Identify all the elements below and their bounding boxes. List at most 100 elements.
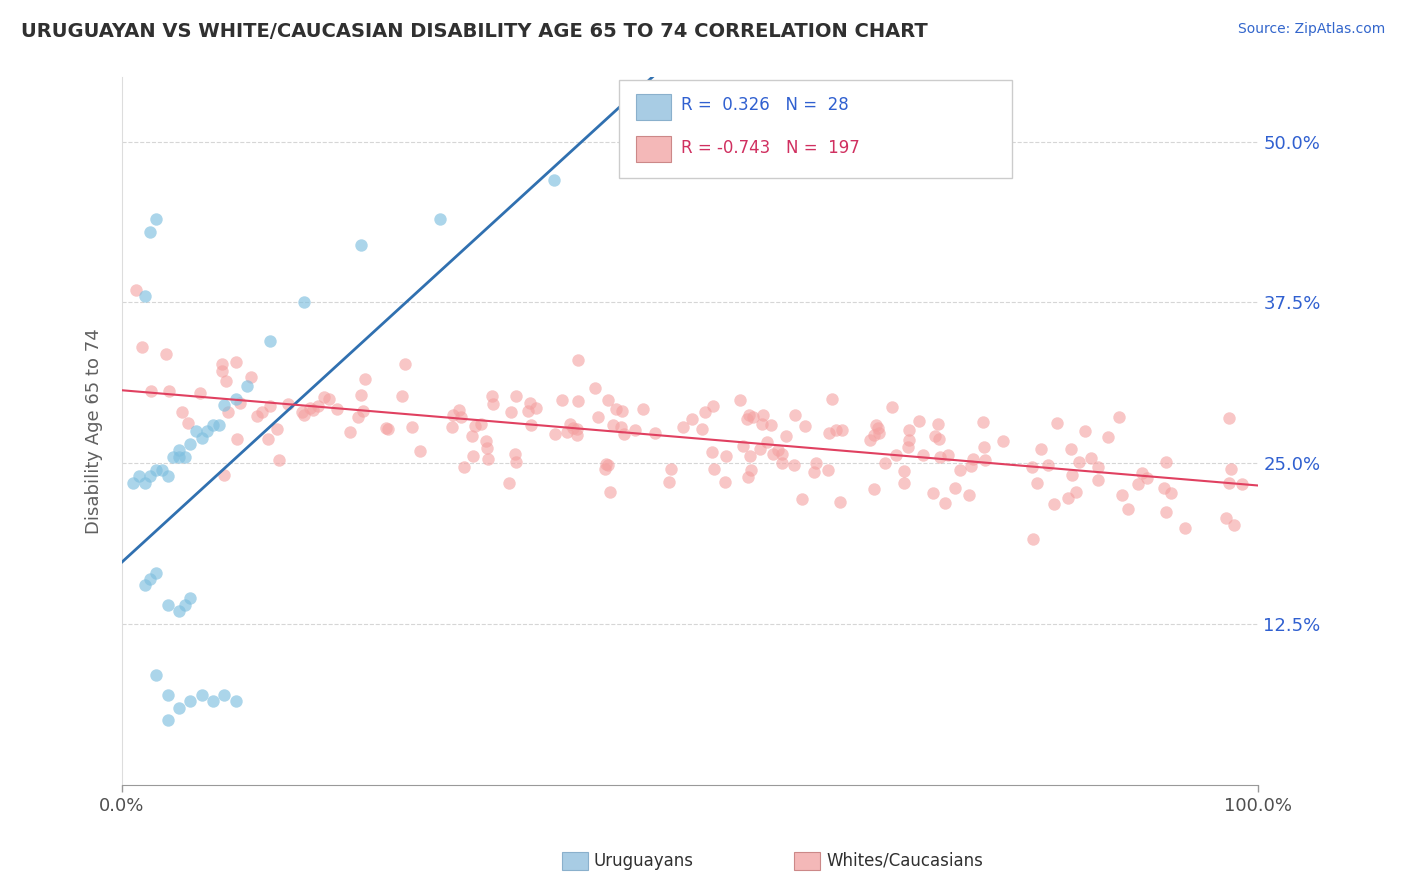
Point <box>1218 476 1240 491</box>
Point <box>551 392 574 407</box>
Point <box>277 397 299 411</box>
Point <box>167 604 190 618</box>
Point <box>868 426 890 441</box>
Point <box>375 421 398 435</box>
Point <box>543 173 565 187</box>
Point <box>184 424 207 438</box>
Point <box>125 283 148 297</box>
Point <box>1022 533 1045 547</box>
Point <box>134 475 156 490</box>
Point <box>544 427 567 442</box>
Point <box>610 404 633 418</box>
Point <box>803 465 825 479</box>
Point <box>128 469 150 483</box>
Point <box>599 484 621 499</box>
Point <box>907 414 929 428</box>
Point <box>1069 455 1091 469</box>
Point <box>751 417 773 431</box>
Point <box>190 688 212 702</box>
Point <box>794 419 817 434</box>
Point <box>1230 476 1253 491</box>
Y-axis label: Disability Age 65 to 74: Disability Age 65 to 74 <box>86 328 103 534</box>
Point <box>470 417 492 432</box>
Point <box>179 694 201 708</box>
Point <box>211 357 233 371</box>
Point <box>605 402 627 417</box>
Point <box>818 426 841 441</box>
Point <box>208 417 231 432</box>
Point <box>524 401 547 415</box>
Point <box>748 442 770 457</box>
Point <box>1080 451 1102 466</box>
Point <box>156 598 179 612</box>
Point <box>122 475 145 490</box>
Point <box>307 399 329 413</box>
Point <box>863 428 886 442</box>
Point <box>586 409 609 424</box>
Point <box>325 401 347 416</box>
Point <box>934 496 956 510</box>
Point <box>1218 411 1240 425</box>
Point <box>259 399 281 413</box>
Point <box>217 405 239 419</box>
Point <box>481 388 503 402</box>
Point <box>770 447 793 461</box>
Point <box>156 714 179 728</box>
Point <box>624 423 647 437</box>
Point <box>565 428 588 442</box>
Point <box>943 481 966 495</box>
Point <box>215 374 238 388</box>
Point <box>756 435 779 450</box>
Point <box>1160 485 1182 500</box>
Text: Whites/Caucasians: Whites/Caucasians <box>827 852 984 870</box>
Point <box>173 450 195 464</box>
Point <box>567 352 589 367</box>
Point <box>250 405 273 419</box>
Point <box>659 462 682 476</box>
Point <box>555 425 578 439</box>
Point <box>475 441 498 455</box>
Point <box>583 381 606 395</box>
Point <box>145 463 167 477</box>
Point <box>631 401 654 416</box>
Point <box>775 428 797 442</box>
Point <box>475 434 498 448</box>
Point <box>517 404 540 418</box>
Point <box>821 392 844 406</box>
Point <box>973 440 995 454</box>
Point <box>783 458 806 472</box>
Point <box>1156 455 1178 469</box>
Point <box>464 418 486 433</box>
Point <box>292 295 315 310</box>
Point <box>318 392 340 406</box>
Point <box>792 491 814 506</box>
Text: R = -0.743   N =  197: R = -0.743 N = 197 <box>681 139 859 157</box>
Point <box>377 422 399 436</box>
Point <box>598 458 620 472</box>
Point <box>139 469 162 483</box>
Point <box>498 476 520 491</box>
Point <box>449 403 471 417</box>
Point <box>738 449 761 463</box>
Point <box>482 397 505 411</box>
Point <box>610 420 633 434</box>
Point <box>450 409 472 424</box>
Point <box>214 398 236 412</box>
Text: R =  0.326   N =  28: R = 0.326 N = 28 <box>681 96 848 114</box>
Point <box>139 225 162 239</box>
Point <box>974 453 997 467</box>
Point <box>394 357 416 371</box>
Text: Uruguayans: Uruguayans <box>593 852 693 870</box>
Text: URUGUAYAN VS WHITE/CAUCASIAN DISABILITY AGE 65 TO 74 CORRELATION CHART: URUGUAYAN VS WHITE/CAUCASIAN DISABILITY … <box>21 22 928 41</box>
Point <box>700 444 723 458</box>
Point <box>693 405 716 419</box>
Point <box>167 443 190 458</box>
Point <box>558 417 581 432</box>
Point <box>866 420 889 434</box>
Point <box>1057 491 1080 505</box>
Point <box>714 475 737 490</box>
Point <box>1097 430 1119 444</box>
Point <box>737 470 759 484</box>
Point <box>859 433 882 447</box>
Point <box>1046 416 1069 430</box>
